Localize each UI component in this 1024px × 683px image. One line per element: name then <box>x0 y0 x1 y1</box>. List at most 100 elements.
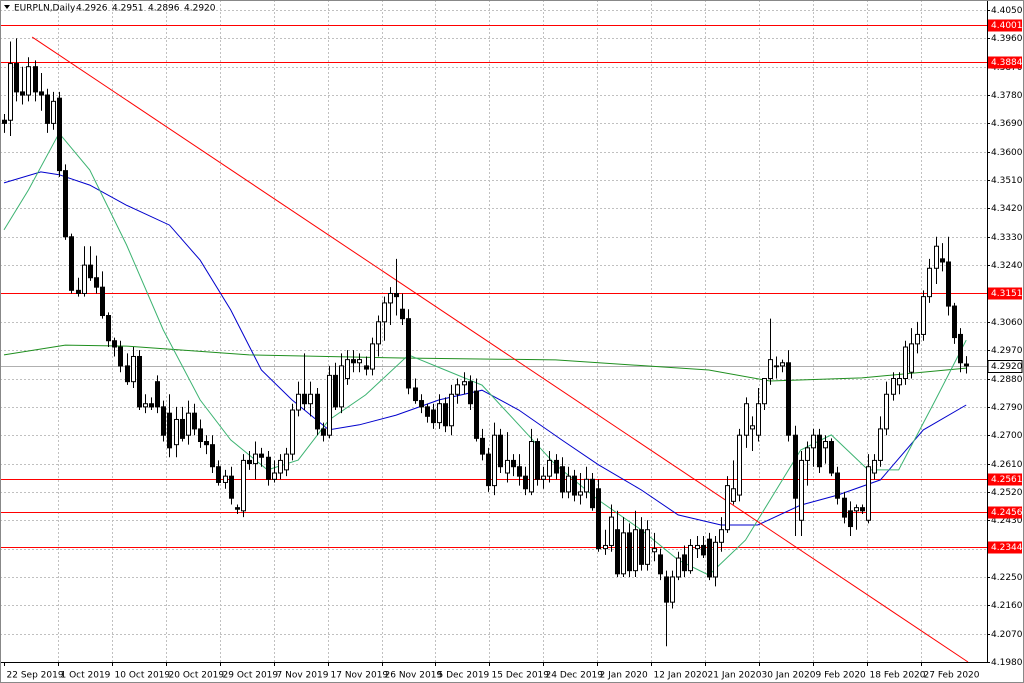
x-tick-label: 21 Jan 2020 <box>708 671 762 681</box>
plot <box>0 25 987 663</box>
candle-body <box>658 554 663 575</box>
y-tick-label: 4.2160 <box>991 601 1023 611</box>
candle-body <box>388 292 393 304</box>
candle-body <box>88 264 93 279</box>
candle-body <box>670 576 675 603</box>
menu-arrow[interactable] <box>4 5 10 9</box>
level-label: 4.2561 <box>991 475 1023 485</box>
candle-body <box>26 66 31 96</box>
candle-body <box>701 544 706 556</box>
y-tick-label: 4.3690 <box>991 119 1023 129</box>
x-tick-label: 15 Dec 2019 <box>492 671 550 681</box>
candle-body <box>161 406 166 436</box>
candle-body <box>719 529 724 543</box>
candle-body <box>952 305 957 339</box>
x-tick-label: 5 Dec 2019 <box>438 671 490 681</box>
candle-body <box>357 359 362 364</box>
level-label: 4.2344 <box>991 543 1023 553</box>
candle-body <box>799 459 804 521</box>
header-value: 4.2896 <box>148 4 180 14</box>
y-tick-label: 4.2700 <box>991 431 1023 441</box>
candle-body <box>112 340 117 348</box>
candle-body <box>688 544 693 572</box>
candle-body <box>462 381 467 386</box>
x-tick-label: 10 Oct 2019 <box>115 671 171 681</box>
y-tick-label: 4.3600 <box>991 148 1023 158</box>
y-tick-label: 4.2880 <box>991 375 1023 385</box>
labels: 4.2926 4.2951 4.2896 4.2920 4.4050 4.3960 4.38… <box>4 4 1023 681</box>
candle-body <box>351 359 356 364</box>
candle-body <box>455 384 460 395</box>
candle-body <box>321 428 326 436</box>
x-tick-label: 26 Nov 2019 <box>385 671 443 681</box>
candle-body <box>664 576 669 603</box>
candle-body <box>829 441 834 474</box>
candle-body <box>345 359 350 380</box>
y-tick-label: 4.3240 <box>991 261 1023 271</box>
candle-body <box>842 497 847 518</box>
candle-body <box>216 466 221 483</box>
candle-body <box>915 333 920 345</box>
candle-body <box>590 478 595 509</box>
symbol-label: EURPLN,Daily <box>14 4 76 14</box>
x-tick-label: 12 Jan 2020 <box>654 671 708 681</box>
candle-body <box>443 403 448 427</box>
x-tick-label: 17 Nov 2019 <box>331 671 389 681</box>
x-tick-label: 24 Dec 2019 <box>546 671 604 681</box>
candle-body <box>364 365 369 370</box>
level-label-box <box>988 541 1022 554</box>
candle-body <box>793 434 798 499</box>
x-tick-label: 9 Feb 2020 <box>816 671 867 681</box>
candle-body <box>535 441 540 480</box>
candle-body <box>596 488 601 550</box>
candle-body <box>308 393 313 405</box>
candle-body <box>14 63 19 93</box>
candle-body <box>382 302 387 323</box>
candle-body <box>45 94 50 124</box>
candle-body <box>511 459 516 468</box>
y-tick-label: 4.2790 <box>991 403 1023 413</box>
candle-body <box>921 296 926 335</box>
candle-body <box>118 346 123 367</box>
candle-body <box>449 393 454 427</box>
y-tick-label: 4.2070 <box>991 630 1023 640</box>
candle-body <box>645 529 650 565</box>
candle-body <box>474 390 479 439</box>
candle-body <box>125 365 130 383</box>
candle-body <box>498 434 503 468</box>
candle-body <box>529 441 534 493</box>
candle-body <box>143 403 148 408</box>
candle-body <box>180 418 185 439</box>
candle-body <box>854 507 859 512</box>
header-value: 4.2926 <box>76 4 108 14</box>
candle-body <box>63 170 68 238</box>
candle-body <box>517 466 522 477</box>
candle-body <box>437 403 442 424</box>
y-tick-label: 4.2430 <box>991 516 1023 526</box>
header-value: 4.2920 <box>184 4 216 14</box>
candle-body <box>737 434 742 496</box>
candle-body <box>554 459 559 474</box>
y-tick-label: 4.3960 <box>991 34 1023 44</box>
candle-body <box>94 277 99 288</box>
level-label-box <box>988 287 1022 300</box>
x-tick-label: 2 Jan 2020 <box>600 671 648 681</box>
candle-body <box>235 507 240 510</box>
y-tick-label: 4.3420 <box>991 204 1023 214</box>
y-tick-label: 4.3060 <box>991 318 1023 328</box>
level-label: 4.2456 <box>991 508 1023 518</box>
y-tick-label: 4.2970 <box>991 346 1023 356</box>
x-tick-label: 1 Oct 2019 <box>61 671 111 681</box>
candle-body <box>940 258 945 263</box>
candle-body <box>652 548 657 553</box>
candle-body <box>259 453 264 458</box>
candle-body <box>505 459 510 474</box>
candle-body <box>315 393 320 430</box>
candle-body <box>756 403 761 436</box>
candle-body <box>811 434 816 449</box>
candle-body <box>2 119 7 124</box>
candle-body <box>149 403 154 408</box>
level-label: 4.4001 <box>991 21 1023 31</box>
